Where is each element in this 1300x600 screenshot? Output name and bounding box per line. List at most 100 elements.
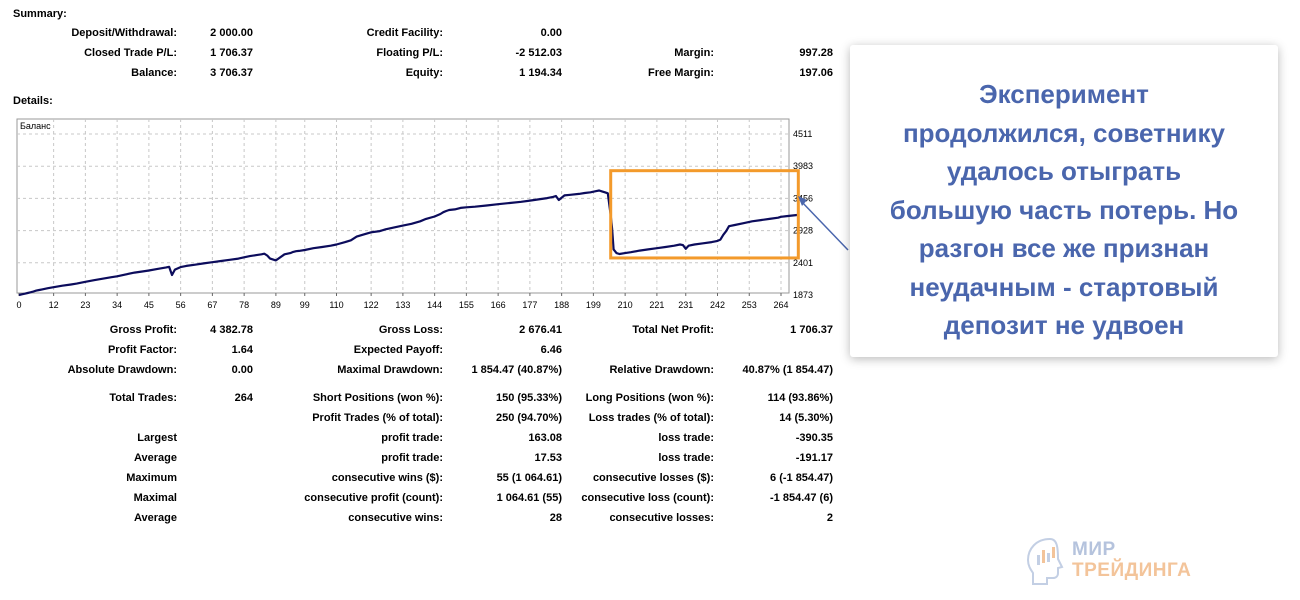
total-net-profit-value: 1 706.37 [790,324,833,336]
deposit-label: Deposit/Withdrawal: [71,27,177,39]
gross-loss-label: Gross Loss: [378,324,443,336]
short-positions-value: 150 (95.33%) [495,392,562,404]
y-tick-label: 4511 [793,129,812,139]
maximal-profit-value: 1 064.61 (55) [496,492,562,504]
max-consecutive-wins-value: 55 (1 064.61) [496,472,562,484]
largest-profit-value: 163.08 [528,432,562,444]
profit-trades-value: 250 (94.70%) [495,412,562,424]
x-tick-label: 242 [710,300,725,310]
largest-profit-label: profit trade: [381,432,443,444]
maximum-label: Maximum [126,472,177,484]
total-trades-label: Total Trades: [109,392,177,404]
floating-pl-value: -2 512.03 [515,47,562,59]
avg-loss-label: loss trade: [658,452,714,464]
loss-trades-label: Loss trades (% of total): [588,412,714,424]
x-tick-label: 89 [271,300,281,310]
max-consecutive-wins-label: consecutive wins ($): [331,472,443,484]
x-tick-label: 155 [459,300,474,310]
x-tick-label: 188 [554,300,569,310]
gross-loss-value: 2 676.41 [519,324,562,336]
max-consecutive-losses-label: consecutive losses ($): [592,472,714,484]
x-tick-label: 56 [176,300,186,310]
balance-label: Balance: [131,67,177,79]
avg-consecutive-losses-value: 2 [826,512,833,524]
relative-drawdown-value: 40.87% (1 854.47) [742,364,833,376]
avg-consecutive-losses-label: consecutive losses: [609,512,714,524]
logo-line-2: ТРЕЙДИНГА [1072,560,1192,581]
margin-value: 997.28 [799,47,833,59]
callout-box: Эксперимент продолжился, советнику удало… [850,45,1278,357]
profit-factor-value: 1.64 [231,344,253,356]
credit-value: 0.00 [540,27,562,39]
x-tick-label: 231 [678,300,693,310]
x-tick-label: 45 [144,300,154,310]
y-tick-label: 3983 [793,161,813,171]
free-margin-label: Free Margin: [647,67,714,79]
x-tick-label: 199 [586,300,601,310]
credit-label: Credit Facility: [366,27,443,39]
max-consecutive-losses-value: 6 (-1 854.47) [770,472,833,484]
total-trades-value: 264 [234,392,253,404]
margin-label: Margin: [674,47,714,59]
x-tick-label: 253 [742,300,757,310]
average-consecutive-label: Average [133,512,177,524]
maximal-loss-label: consecutive loss (count): [581,492,714,504]
x-tick-label: 122 [364,300,379,310]
logo-line-1: МИР [1072,539,1116,560]
expected-payoff-label: Expected Payoff: [353,344,443,356]
maximal-drawdown-value: 1 854.47 (40.87%) [471,364,562,376]
y-tick-label: 2928 [793,226,813,236]
avg-consecutive-wins-value: 28 [549,512,562,524]
largest-loss-label: loss trade: [658,432,714,444]
callout-pointer-line [799,199,849,251]
x-tick-label: 177 [522,300,537,310]
avg-profit-label: profit trade: [381,452,443,464]
largest-loss-value: -390.35 [795,432,833,444]
avg-loss-value: -191.17 [795,452,833,464]
profit-factor-label: Profit Factor: [107,344,177,356]
maximal-loss-value: -1 854.47 (6) [770,492,833,504]
expected-payoff-value: 6.46 [540,344,562,356]
equity-value: 1 194.34 [519,67,562,79]
x-tick-label: 133 [395,300,410,310]
logo: МИР ТРЕЙДИНГА [1020,535,1210,587]
closed-pl-value: 1 706.37 [210,47,253,59]
x-axis-ticks: 0 12 23 34 45 56 67 78 89 99 110 122 133 144 155 166 177… [16,293,789,310]
gross-profit-value: 4 382.78 [210,324,253,336]
equity-label: Equity: [405,67,443,79]
avg-profit-value: 17.53 [534,452,562,464]
x-tick-label: 221 [649,300,664,310]
callout-pointer-arrow [798,196,807,206]
x-tick-label: 210 [618,300,633,310]
x-tick-label: 144 [427,300,442,310]
maximal-profit-label: consecutive profit (count): [304,492,443,504]
total-net-profit-label: Total Net Profit: [632,324,714,336]
short-positions-label: Short Positions (won %): [312,392,443,404]
highlight-box [609,169,800,260]
x-tick-label: 166 [491,300,506,310]
chart-grid [17,119,789,293]
x-tick-label: 12 [49,300,59,310]
details-title: Details: [13,95,53,107]
y-tick-label: 2401 [793,258,813,268]
maximal-label: Maximal [133,492,177,504]
x-tick-label: 110 [329,300,343,310]
absolute-drawdown-label: Absolute Drawdown: [67,364,177,376]
deposit-value: 2 000.00 [210,27,253,39]
y-tick-label: 1873 [793,290,813,300]
long-positions-value: 114 (93.86%) [767,392,833,404]
loss-trades-value: 14 (5.30%) [779,412,833,424]
long-positions-label: Long Positions (won %): [585,392,714,404]
x-tick-label: 67 [207,300,217,310]
x-tick-label: 99 [300,300,310,310]
x-tick-label: 78 [239,300,249,310]
largest-label: Largest [137,432,177,444]
x-tick-label: 264 [773,300,788,310]
floating-pl-label: Floating P/L: [376,47,443,59]
callout-text: Эксперимент продолжился, советнику удало… [889,79,1239,340]
free-margin-value: 197.06 [799,67,833,79]
x-tick-label: 34 [112,300,122,310]
x-tick-label: 0 [16,300,21,310]
chart-title: Баланс [20,121,51,131]
